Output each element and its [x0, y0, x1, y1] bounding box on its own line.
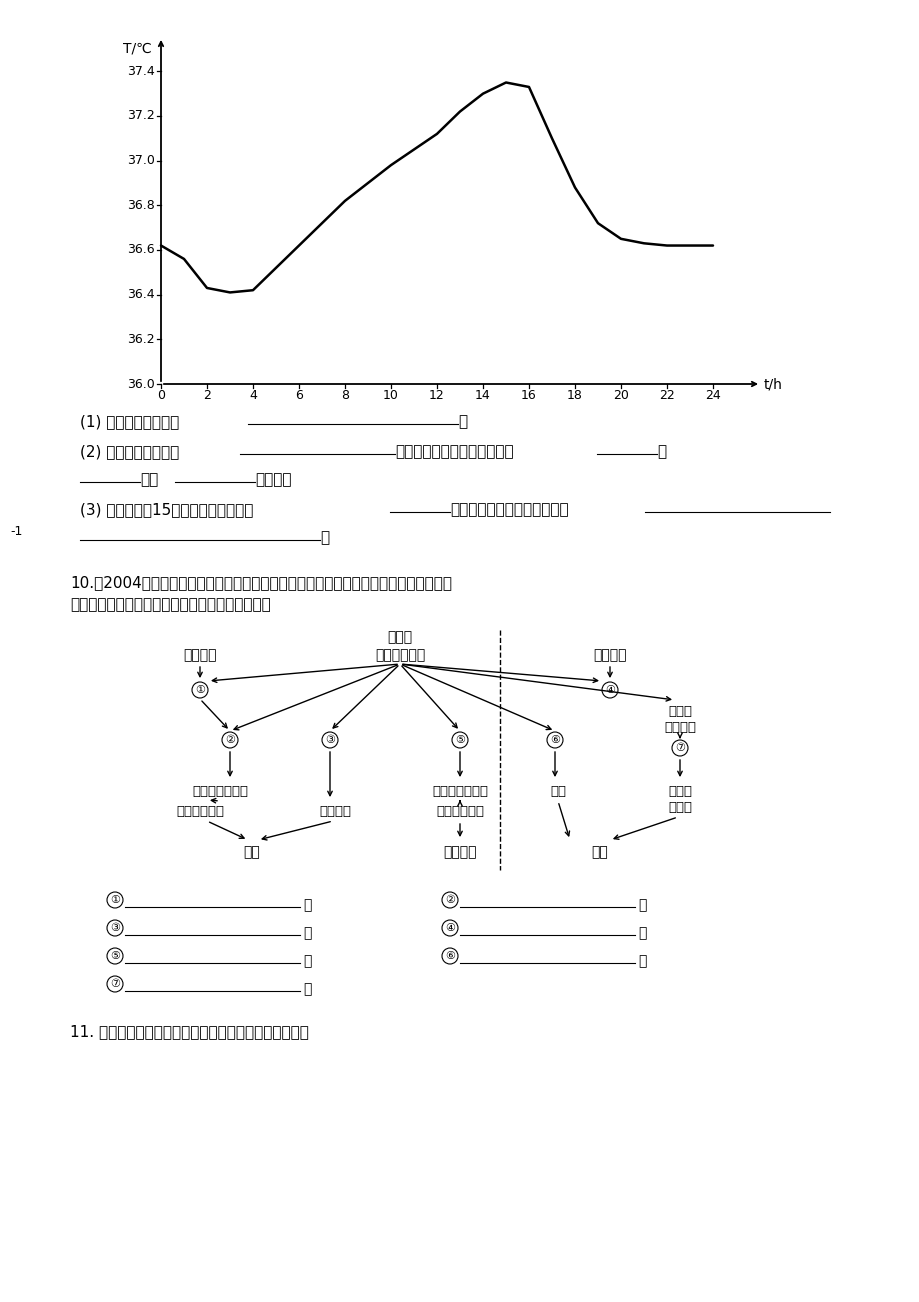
Text: 14: 14 [474, 389, 491, 402]
Text: 36.6: 36.6 [127, 243, 154, 256]
Text: 。: 。 [320, 530, 329, 546]
Text: 动增强: 动增强 [667, 801, 691, 814]
Text: 6: 6 [295, 389, 302, 402]
Text: 减少散热: 减少散热 [443, 845, 476, 859]
Text: ⑤: ⑤ [455, 736, 464, 745]
Text: 体温调节中枢: 体温调节中枢 [374, 648, 425, 661]
Text: 和: 和 [656, 444, 665, 460]
Text: 的结果。: 的结果。 [255, 473, 291, 487]
Text: T/℃: T/℃ [123, 40, 152, 55]
Text: 代谢活: 代谢活 [667, 785, 691, 798]
Text: 36.2: 36.2 [127, 333, 154, 346]
Text: ④: ④ [445, 923, 455, 934]
Text: 皮肤血流量增多: 皮肤血流量增多 [192, 785, 248, 798]
Text: 。保持体温相对恒定，是机体: 。保持体温相对恒定，是机体 [394, 444, 513, 460]
Text: ①: ① [110, 894, 119, 905]
Text: ⑦: ⑦ [110, 979, 119, 990]
Text: 18: 18 [566, 389, 583, 402]
Text: 寒冷环境: 寒冷环境 [593, 648, 626, 661]
Text: 。: 。 [458, 414, 467, 428]
Text: (2) 人体体温昼夜差别: (2) 人体体温昼夜差别 [80, 444, 179, 460]
Text: ②: ② [445, 894, 455, 905]
Text: ；: ； [637, 898, 646, 911]
Text: ⑦: ⑦ [675, 743, 685, 753]
Text: 37.4: 37.4 [127, 65, 154, 78]
Text: ⑤: ⑤ [110, 950, 119, 961]
Text: 2: 2 [203, 389, 210, 402]
Text: 22: 22 [658, 389, 675, 402]
Text: ③: ③ [110, 923, 119, 934]
Text: ；: ； [302, 926, 311, 940]
Text: 汗液增多: 汗液增多 [319, 805, 351, 818]
Text: 11. 根据人体调节产热的主要途径示意图回答有关问题：: 11. 根据人体调节产热的主要途径示意图回答有关问题： [70, 1023, 309, 1039]
Text: ；: ； [637, 926, 646, 940]
Text: 10.（2004年广东高考题）试填空完成下图所示的炎热环境、寒冷环境引起人体温调节的: 10.（2004年广东高考题）试填空完成下图所示的炎热环境、寒冷环境引起人体温调… [70, 575, 451, 590]
Text: 36.0: 36.0 [127, 378, 154, 391]
Text: 下丘脑: 下丘脑 [387, 630, 412, 644]
Text: 20: 20 [612, 389, 629, 402]
Text: 散热: 散热 [244, 845, 260, 859]
Text: ⑥: ⑥ [550, 736, 560, 745]
Text: ④: ④ [605, 685, 614, 695]
Text: ②: ② [225, 736, 234, 745]
Text: 24: 24 [704, 389, 720, 402]
Text: 保持: 保持 [140, 473, 158, 487]
Text: 37.0: 37.0 [127, 154, 154, 167]
Text: 肾上腺: 肾上腺 [667, 704, 691, 717]
Text: 炎热环境: 炎热环境 [183, 648, 217, 661]
Text: 37.2: 37.2 [127, 109, 154, 122]
Text: 生理机制。图中的数字分别表示相应的生理活动。: 生理机制。图中的数字分别表示相应的生理活动。 [70, 598, 270, 612]
Text: 16: 16 [520, 389, 537, 402]
Text: (1) 人体体温的来源是: (1) 人体体温的来源是 [80, 414, 179, 428]
Text: 产热: 产热 [591, 845, 607, 859]
Text: ①: ① [195, 685, 205, 695]
Text: 36.8: 36.8 [127, 199, 154, 212]
Text: 。: 。 [302, 982, 311, 996]
Text: ；: ； [302, 954, 311, 967]
Text: 皮肤温度下降: 皮肤温度下降 [436, 805, 483, 818]
Text: 4: 4 [249, 389, 256, 402]
Text: ；: ； [302, 898, 311, 911]
Text: 战栗: 战栗 [550, 785, 565, 798]
Text: 36.4: 36.4 [127, 288, 154, 301]
Text: 8: 8 [341, 389, 348, 402]
Text: 皮肤血流量减少: 皮肤血流量减少 [432, 785, 487, 798]
Text: t/h: t/h [763, 378, 782, 391]
Text: 活动增强: 活动增强 [664, 721, 696, 734]
Text: ⑥: ⑥ [445, 950, 455, 961]
Text: 0: 0 [157, 389, 165, 402]
Text: 10: 10 [382, 389, 399, 402]
Text: ；: ； [637, 954, 646, 967]
Text: (3) 在炎热夏季15点时，人体体温约为: (3) 在炎热夏季15点时，人体体温约为 [80, 503, 253, 517]
Text: -1: -1 [10, 525, 22, 538]
Text: 。写出此时体温调节的反射弧: 。写出此时体温调节的反射弧 [449, 503, 568, 517]
Text: 12: 12 [428, 389, 445, 402]
Text: ③: ③ [324, 736, 335, 745]
Text: 皮肤温度升高: 皮肤温度升高 [176, 805, 223, 818]
